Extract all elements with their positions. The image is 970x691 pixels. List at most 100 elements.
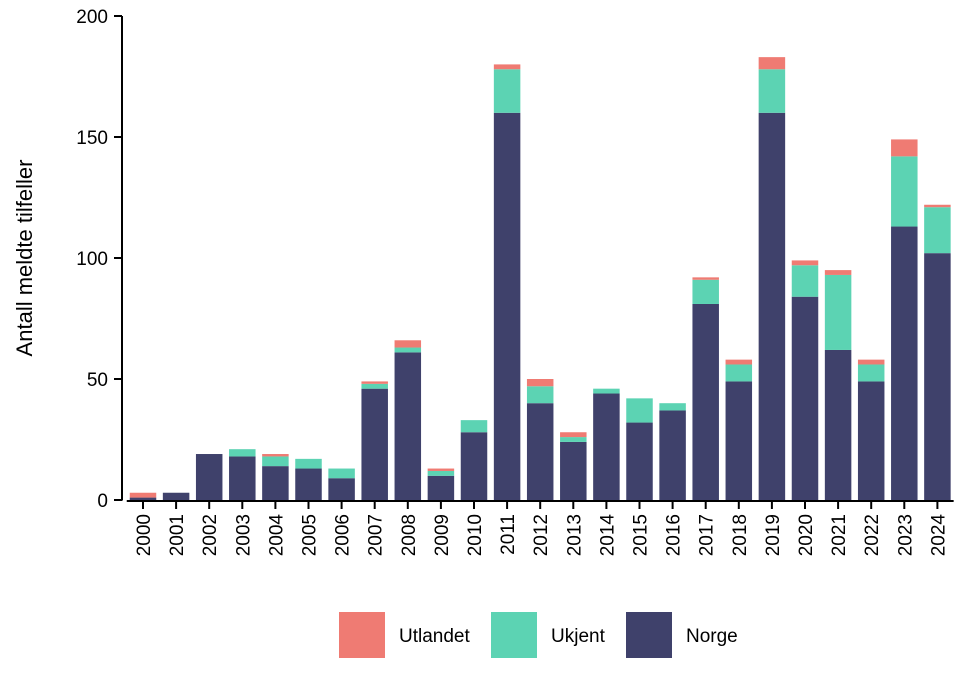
bar-norge-2021 [824,349,852,500]
bar-norge-2000 [129,497,157,500]
bar-ukjent-2018 [725,364,753,382]
bar-utlandet-2009 [427,468,455,471]
bar-norge-2015 [626,422,653,500]
x-tick-label-2002: 2002 [200,514,221,556]
bar-norge-2007 [361,388,388,500]
x-tick-label-2020: 2020 [796,514,817,556]
x-tick-label-2017: 2017 [697,514,718,556]
bar-utlandet-2019 [758,57,786,70]
bar-ukjent-2009 [427,470,455,476]
bar-ukjent-2015 [626,398,653,423]
bar-norge-2001 [162,492,190,500]
legend-swatch-ukjent [491,612,537,658]
bar-ukjent-2020 [791,265,819,297]
y-tick-label: 200 [76,7,108,28]
x-tick-label-2016: 2016 [664,514,685,556]
bar-utlandet-2000 [129,492,157,498]
bar-ukjent-2021 [824,274,852,350]
bar-norge-2017 [692,303,719,500]
x-tick-label-2023: 2023 [895,514,916,556]
bar-ukjent-2022 [857,364,885,382]
bar-ukjent-2008 [394,347,422,353]
bar-ukjent-2016 [659,403,686,411]
bar-utlandet-2023 [891,139,918,157]
bar-norge-2010 [460,432,488,500]
bar-utlandet-2018 [725,359,753,365]
bar-utlandet-2007 [361,381,388,384]
bar-utlandet-2022 [857,359,885,365]
x-tick-label-2024: 2024 [928,514,949,557]
bar-ukjent-2004 [262,456,289,467]
legend-label-ukjent: Ukjent [551,626,606,647]
bar-norge-2006 [328,478,355,500]
x-tick-label-2009: 2009 [432,514,453,556]
x-tick-label-2000: 2000 [134,514,155,556]
bar-norge-2009 [427,475,455,500]
x-axis: 2000 2001 2002 2003 2004 2005 2006 2007 2008 2009… [126,500,954,557]
x-tick-label-2011: 2011 [498,514,519,555]
y-tick-label: 50 [87,370,108,391]
bar-norge-2018 [725,381,753,500]
bar-norge-2020 [791,296,819,500]
bar-utlandet-2017 [692,277,719,280]
bar-utlandet-2008 [394,340,422,348]
bar-norge-2012 [526,403,554,500]
y-tick-label: 150 [76,128,108,149]
legend-swatch-utlandet [339,612,385,658]
bar-ukjent-2011 [493,69,521,113]
x-tick-label-2003: 2003 [233,514,254,556]
x-tick-label-2022: 2022 [862,514,883,556]
x-tick-label-2004: 2004 [266,514,287,557]
bar-ukjent-2005 [295,458,322,469]
bar-utlandet-2024 [924,204,951,208]
bar-norge-2014 [593,393,620,500]
bar-norge-2003 [229,456,256,500]
x-tick-label-2015: 2015 [631,514,652,556]
x-tick-label-2018: 2018 [730,514,751,556]
bar-norge-2011 [493,112,521,501]
x-tick-label-2008: 2008 [399,514,420,556]
legend-swatch-norge [626,612,672,658]
bar-norge-2019 [758,112,786,501]
bar-norge-2022 [857,381,885,500]
bar-ukjent-2019 [758,69,786,113]
legend: Utlandet Ukjent Norge [339,612,738,658]
bar-ukjent-2003 [229,449,256,457]
bar-utlandet-2020 [791,260,819,266]
y-axis: 0 50 100 150 200 [76,7,123,512]
x-tick-label-2010: 2010 [465,514,486,556]
x-tick-label-2019: 2019 [763,514,784,556]
bar-utlandet-2012 [526,379,554,387]
bar-norge-2008 [394,352,422,500]
bar-ukjent-2006 [328,468,355,479]
bar-ukjent-2010 [460,420,488,433]
x-tick-label-2001: 2001 [167,514,188,556]
bar-ukjent-2024 [924,207,951,254]
bar-ukjent-2017 [692,279,719,304]
bar-norge-2002 [195,454,223,500]
bar-ukjent-2014 [593,388,620,394]
bar-norge-2004 [262,466,289,500]
bar-utlandet-2011 [493,64,521,70]
x-tick-label-2021: 2021 [829,514,850,556]
x-tick-label-2014: 2014 [597,514,618,557]
x-tick-label-2006: 2006 [333,514,354,556]
bars-group [129,57,951,501]
legend-label-utlandet: Utlandet [399,626,470,647]
bar-norge-2013 [560,441,587,500]
x-tick-label-2007: 2007 [366,514,387,556]
x-tick-label-2013: 2013 [564,514,585,556]
bar-norge-2005 [295,468,322,500]
bar-norge-2016 [659,410,686,500]
bar-utlandet-2013 [560,432,587,438]
y-axis-label: Antall meldte tilfeller [12,160,37,357]
bar-utlandet-2004 [262,454,289,457]
bar-norge-2024 [924,253,951,500]
y-tick-label: 0 [97,491,108,512]
bar-ukjent-2013 [560,437,587,442]
bar-ukjent-2012 [526,386,554,404]
bar-norge-2023 [891,226,918,501]
bar-ukjent-2007 [361,383,388,389]
